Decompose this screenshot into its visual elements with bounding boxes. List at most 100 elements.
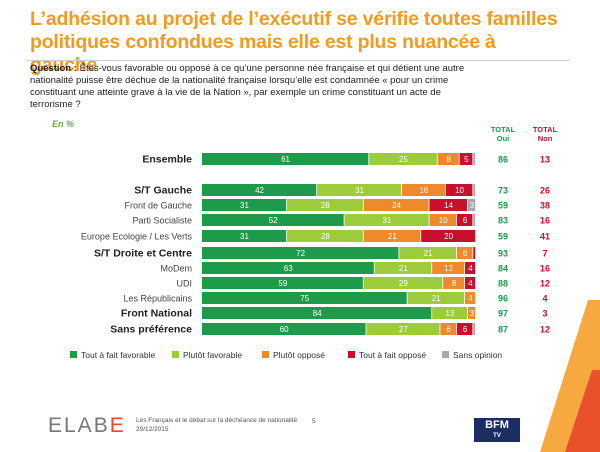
bar-segment <box>374 262 432 274</box>
total-non-value: 7 <box>542 249 547 259</box>
total-oui-value: 93 <box>498 249 508 259</box>
bar-value-label: 6 <box>446 325 451 334</box>
bar-segment <box>456 214 473 226</box>
category-label: MoDem <box>160 264 192 274</box>
total-oui-value: 97 <box>498 309 508 319</box>
bar-segment <box>202 230 287 242</box>
legend-label: Sans opinion <box>453 350 503 360</box>
bar-value-label: 8 <box>446 155 451 164</box>
bar-value-label: 12 <box>444 264 453 273</box>
bar-value-label: 16 <box>419 186 428 195</box>
bar-value-label: 21 <box>388 232 397 241</box>
legend-label: Plutôt favorable <box>183 350 243 360</box>
bar-segment <box>317 184 402 196</box>
bar-segment <box>202 214 344 226</box>
total-oui-header-line1: TOTAL <box>490 125 516 134</box>
bar-segment <box>443 277 465 289</box>
legend-swatch <box>172 351 179 358</box>
bar-segment <box>202 199 287 211</box>
bar-value-label: 25 <box>399 155 408 164</box>
total-non-header-line2: Non <box>537 134 553 143</box>
bar-segment <box>432 307 467 319</box>
bar-segment <box>456 323 473 335</box>
bar-value-label: 4 <box>468 264 473 273</box>
total-non-header-line1: TOTAL <box>532 125 558 134</box>
bar-value-label: 27 <box>399 325 408 334</box>
bar-segment <box>465 292 476 304</box>
bar-value-label: 14 <box>444 201 453 210</box>
bar-value-label: 59 <box>278 279 287 288</box>
legend-swatch <box>442 351 449 358</box>
legend-swatch <box>348 351 355 358</box>
category-label: Front de Gauche <box>124 201 192 211</box>
bar-value-label: 42 <box>255 186 264 195</box>
bar-value-label: 84 <box>313 309 322 318</box>
bar-segment <box>473 247 476 259</box>
category-label: Sans préférence <box>110 324 192 336</box>
bar-segment <box>202 247 399 259</box>
footer-text: Les Français et le débat sur la déchéanc… <box>136 416 297 434</box>
total-oui-value: 86 <box>498 155 508 165</box>
bar-segment <box>473 323 476 335</box>
total-oui-value: 59 <box>498 232 508 242</box>
bar-segment <box>473 153 476 165</box>
divider <box>26 60 570 61</box>
bar-value-label: 21 <box>432 294 441 303</box>
unit-label: En % <box>52 119 75 129</box>
bar-value-label: 10 <box>455 186 464 195</box>
bar-value-label: 63 <box>284 264 293 273</box>
bar-value-label: 28 <box>321 232 330 241</box>
bar-value-label: 8 <box>452 279 457 288</box>
bar-segment <box>437 153 459 165</box>
category-label: S/T Gauche <box>134 185 192 197</box>
bar-value-label: 31 <box>240 232 249 241</box>
total-oui-header-line2: Oui <box>496 134 510 143</box>
bar-segment <box>429 199 467 211</box>
broadcaster-logo: BFM TV <box>474 418 520 442</box>
bar-segment <box>473 214 476 226</box>
bar-segment <box>440 323 457 335</box>
legend-label: Plutôt opposé <box>273 350 325 360</box>
bar-segment <box>456 247 473 259</box>
bar-segment <box>363 199 429 211</box>
bar-value-label: 20 <box>444 232 453 241</box>
category-label: Les Républicains <box>123 294 192 304</box>
bar-segment <box>202 184 317 196</box>
total-oui-value: 83 <box>498 216 508 226</box>
bar-segment <box>366 323 440 335</box>
bar-value-label: 52 <box>269 216 278 225</box>
page-number: 5 <box>312 418 316 425</box>
bar-segment <box>407 292 465 304</box>
total-non-value: 16 <box>540 264 550 274</box>
category-label: Front National <box>121 308 192 320</box>
bar-value-label: 21 <box>424 249 433 258</box>
total-non-value: 12 <box>540 325 550 335</box>
bar-value-label: 61 <box>281 155 290 164</box>
total-non-value: 12 <box>540 279 550 289</box>
total-non-value: 3 <box>542 309 547 319</box>
elabe-logo: ELABE <box>48 414 126 437</box>
question-text: Question : Êtes-vous favorable ou opposé… <box>30 63 485 111</box>
bar-value-label: 28 <box>321 201 330 210</box>
bar-value-label: 13 <box>446 309 455 318</box>
bar-segment <box>399 247 457 259</box>
total-non-value: 16 <box>540 216 550 226</box>
bar-value-label: 75 <box>300 294 309 303</box>
total-non-value: 26 <box>540 186 550 196</box>
legend-item: Plutôt opposé <box>262 350 325 360</box>
total-oui-value: 73 <box>498 186 508 196</box>
total-non-header: TOTAL Non <box>525 125 565 143</box>
category-label: S/T Droite et Centre <box>94 248 192 260</box>
bar-value-label: 5 <box>464 155 469 164</box>
total-oui-value: 84 <box>498 264 508 274</box>
bar-segment <box>467 199 476 211</box>
bar-segment <box>429 214 457 226</box>
bar-segment <box>202 153 369 165</box>
bar-segment <box>467 307 476 319</box>
decorative-orange-shape <box>540 300 600 452</box>
bar-value-label: 4 <box>468 279 473 288</box>
legend-label: Tout à fait favorable <box>81 350 156 360</box>
legend-label: Tout à fait opposé <box>359 350 427 360</box>
bar-value-label: 21 <box>399 264 408 273</box>
